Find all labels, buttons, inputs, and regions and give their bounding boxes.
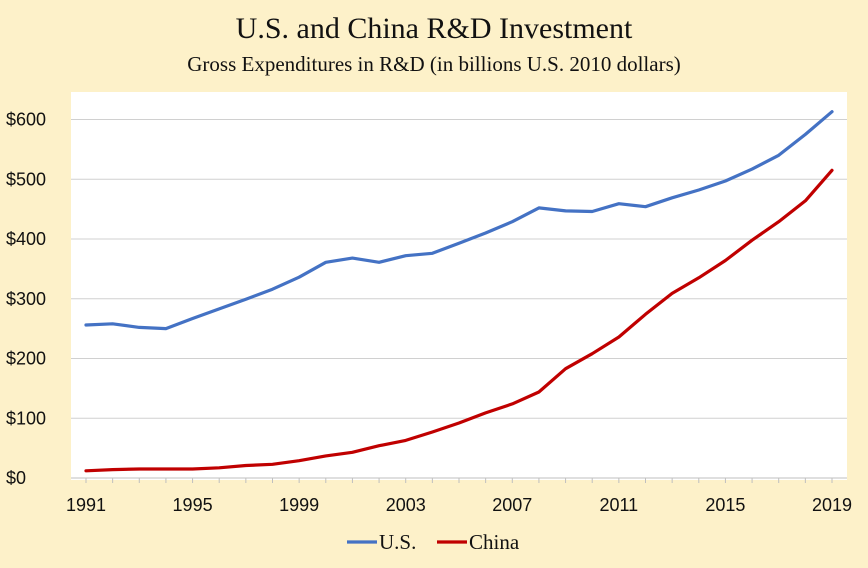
x-axis: 1991 1995 1999 2003 2007 2011 2015 2019 [66,477,852,515]
legend-label: U.S. [379,530,416,554]
legend: U.S. China [347,530,520,554]
chart-title: U.S. and China R&D Investment [235,12,633,45]
y-axis: $0 $100 $200 $300 $400 $500 $600 [6,110,46,489]
x-tick-label: 2015 [705,495,745,515]
y-tick-label: $300 [6,289,46,309]
x-tick-label: 2019 [812,495,852,515]
y-tick-label: $200 [6,349,46,369]
series-lines [84,110,834,473]
series-line-china [84,168,834,473]
x-tick-label: 2007 [492,495,532,515]
x-tick-label: 1999 [279,495,319,515]
y-tick-label: $600 [6,110,46,130]
y-tick-label: $0 [6,468,26,488]
x-tick-label: 1991 [66,495,106,515]
gridlines [71,119,847,419]
x-tick-label: 2011 [599,495,638,515]
y-tick-label: $400 [6,229,46,249]
plot-background [71,92,847,480]
y-tick-label: $100 [6,408,46,428]
chart-subtitle: Gross Expenditures in R&D (in billions U… [187,52,681,76]
x-tick-label: 2003 [386,495,426,515]
series-line-us [84,110,834,331]
x-tick-label: 1995 [173,495,213,515]
legend-label: China [469,530,520,554]
y-tick-label: $500 [6,169,46,189]
